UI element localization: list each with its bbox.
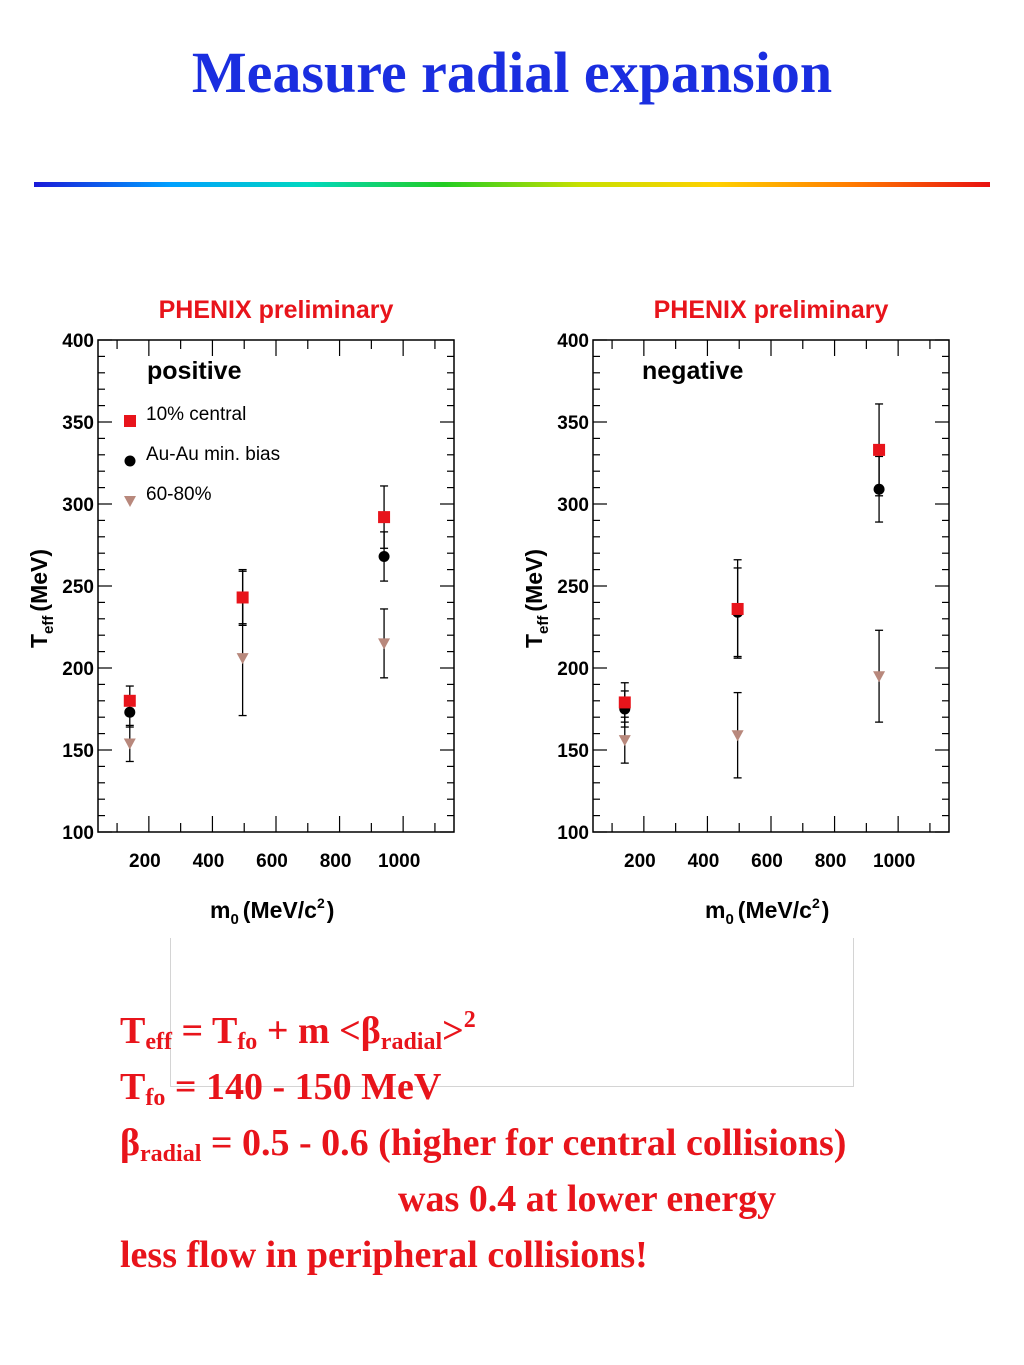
slide-title: Measure radial expansion bbox=[191, 40, 833, 105]
note-tfo-sub: fo bbox=[145, 1085, 166, 1111]
data-point-triangle bbox=[618, 735, 631, 747]
chart-positive: 200 400 600 800 1000 100 150 200 250 300 350 400 PHE… bbox=[22, 280, 492, 940]
note-tfo-t: T bbox=[120, 1066, 146, 1108]
note-lower-energy: was 0.4 at lower energy bbox=[398, 1178, 777, 1220]
y-axis-label: Teff(MeV) bbox=[521, 549, 552, 648]
data-point-circle bbox=[378, 550, 390, 562]
note-eff-sub: eff bbox=[145, 1029, 172, 1055]
chart-title: PHENIX preliminary bbox=[159, 296, 394, 324]
note-sq-sup: 2 bbox=[463, 1007, 476, 1033]
rainbow-divider bbox=[34, 182, 990, 187]
data-point-square bbox=[873, 443, 886, 456]
data-point-triangle bbox=[236, 653, 249, 665]
x-tick-label: 800 bbox=[815, 851, 847, 872]
y-tick-label: 200 bbox=[557, 659, 589, 680]
chart-title: PHENIX preliminary bbox=[654, 296, 889, 324]
legend-marker-square bbox=[124, 415, 136, 427]
x-tick-label: 200 bbox=[129, 851, 161, 872]
note-t: T bbox=[120, 1010, 146, 1052]
legend-marker-circle bbox=[124, 455, 136, 467]
chart-positive-svg: 200 400 600 800 1000 100 150 200 250 300 350 400 PHE… bbox=[26, 296, 455, 928]
panel-label: positive bbox=[147, 357, 242, 385]
y-tick-label: 300 bbox=[62, 495, 94, 516]
note-tfo: Tfo = 140 - 150 MeV bbox=[120, 1059, 1010, 1115]
x-tick-label: 200 bbox=[624, 851, 656, 872]
data-point-triangle bbox=[873, 671, 886, 683]
note-beta: βradial = 0.5 - 0.6 (higher for central … bbox=[120, 1115, 1010, 1171]
x-tick-label: 600 bbox=[256, 851, 288, 872]
chart-negative: 200 400 600 800 1000 100 150 200 250 300 350 400 PHE… bbox=[517, 280, 987, 940]
legend-label: 60-80% bbox=[146, 484, 212, 505]
y-tick-label: 400 bbox=[62, 331, 94, 352]
y-tick-label: 100 bbox=[557, 823, 589, 844]
note-formula: Teff = Tfo + m <βradial>2 bbox=[120, 1003, 1010, 1059]
note-tfo-rest: = 140 - 150 MeV bbox=[165, 1066, 442, 1108]
x-tick-label: 400 bbox=[193, 851, 225, 872]
y-tick-label: 150 bbox=[62, 741, 94, 762]
legend-label: 10% central bbox=[146, 404, 246, 425]
panel-label: negative bbox=[642, 357, 744, 385]
y-tick-label: 400 bbox=[557, 331, 589, 352]
note-plus: + m <β bbox=[257, 1010, 381, 1052]
note-beta-sym: β bbox=[120, 1122, 141, 1164]
legend-marker-triangle bbox=[124, 496, 136, 507]
x-tick-label: 600 bbox=[751, 851, 783, 872]
data-point-square bbox=[731, 602, 744, 615]
data-point-triangle bbox=[123, 738, 136, 750]
data-point-square bbox=[123, 694, 136, 707]
data-point-triangle bbox=[731, 730, 744, 742]
note-beta-rest: = 0.5 - 0.6 (higher for central collisio… bbox=[201, 1122, 847, 1164]
x-tick-label: 800 bbox=[320, 851, 352, 872]
data-point-square bbox=[618, 696, 631, 709]
data-point-square bbox=[236, 591, 249, 604]
x-axis-label: m0 (MeV/c2) bbox=[210, 895, 334, 928]
note-eq: = T bbox=[172, 1010, 238, 1052]
data-point-triangle bbox=[378, 638, 391, 650]
x-axis-label: m0 (MeV/c2) bbox=[705, 895, 829, 928]
y-tick-label: 300 bbox=[557, 495, 589, 516]
y-tick-label: 350 bbox=[62, 413, 94, 434]
y-tick-label: 200 bbox=[62, 659, 94, 680]
chart-negative-svg: 200 400 600 800 1000 100 150 200 250 300 350 400 PHE… bbox=[521, 296, 950, 928]
y-tick-label: 350 bbox=[557, 413, 589, 434]
x-tick-label: 1000 bbox=[873, 851, 915, 872]
legend-label: Au-Au min. bias bbox=[146, 444, 280, 465]
note-gt: > bbox=[442, 1010, 464, 1052]
note-beta-sub: radial bbox=[140, 1141, 202, 1167]
x-tick-label: 400 bbox=[688, 851, 720, 872]
note-fo-sub: fo bbox=[237, 1029, 258, 1055]
data-point-circle bbox=[124, 706, 136, 718]
y-tick-label: 250 bbox=[557, 577, 589, 598]
note-radial-sub: radial bbox=[380, 1029, 443, 1055]
y-axis-label: Teff(MeV) bbox=[26, 549, 57, 648]
data-point-circle bbox=[873, 483, 885, 495]
frame-box bbox=[170, 938, 854, 1087]
notes: Teff = Tfo + m <βradial>2 Tfo = 140 - 15… bbox=[120, 1003, 1010, 1283]
y-tick-label: 100 bbox=[62, 823, 94, 844]
y-tick-label: 150 bbox=[557, 741, 589, 762]
y-tick-label: 250 bbox=[62, 577, 94, 598]
x-tick-label: 1000 bbox=[378, 851, 420, 872]
plot-frame bbox=[592, 339, 950, 833]
data-point-square bbox=[378, 511, 391, 524]
note-peripheral: less flow in peripheral collisions! bbox=[120, 1234, 648, 1276]
